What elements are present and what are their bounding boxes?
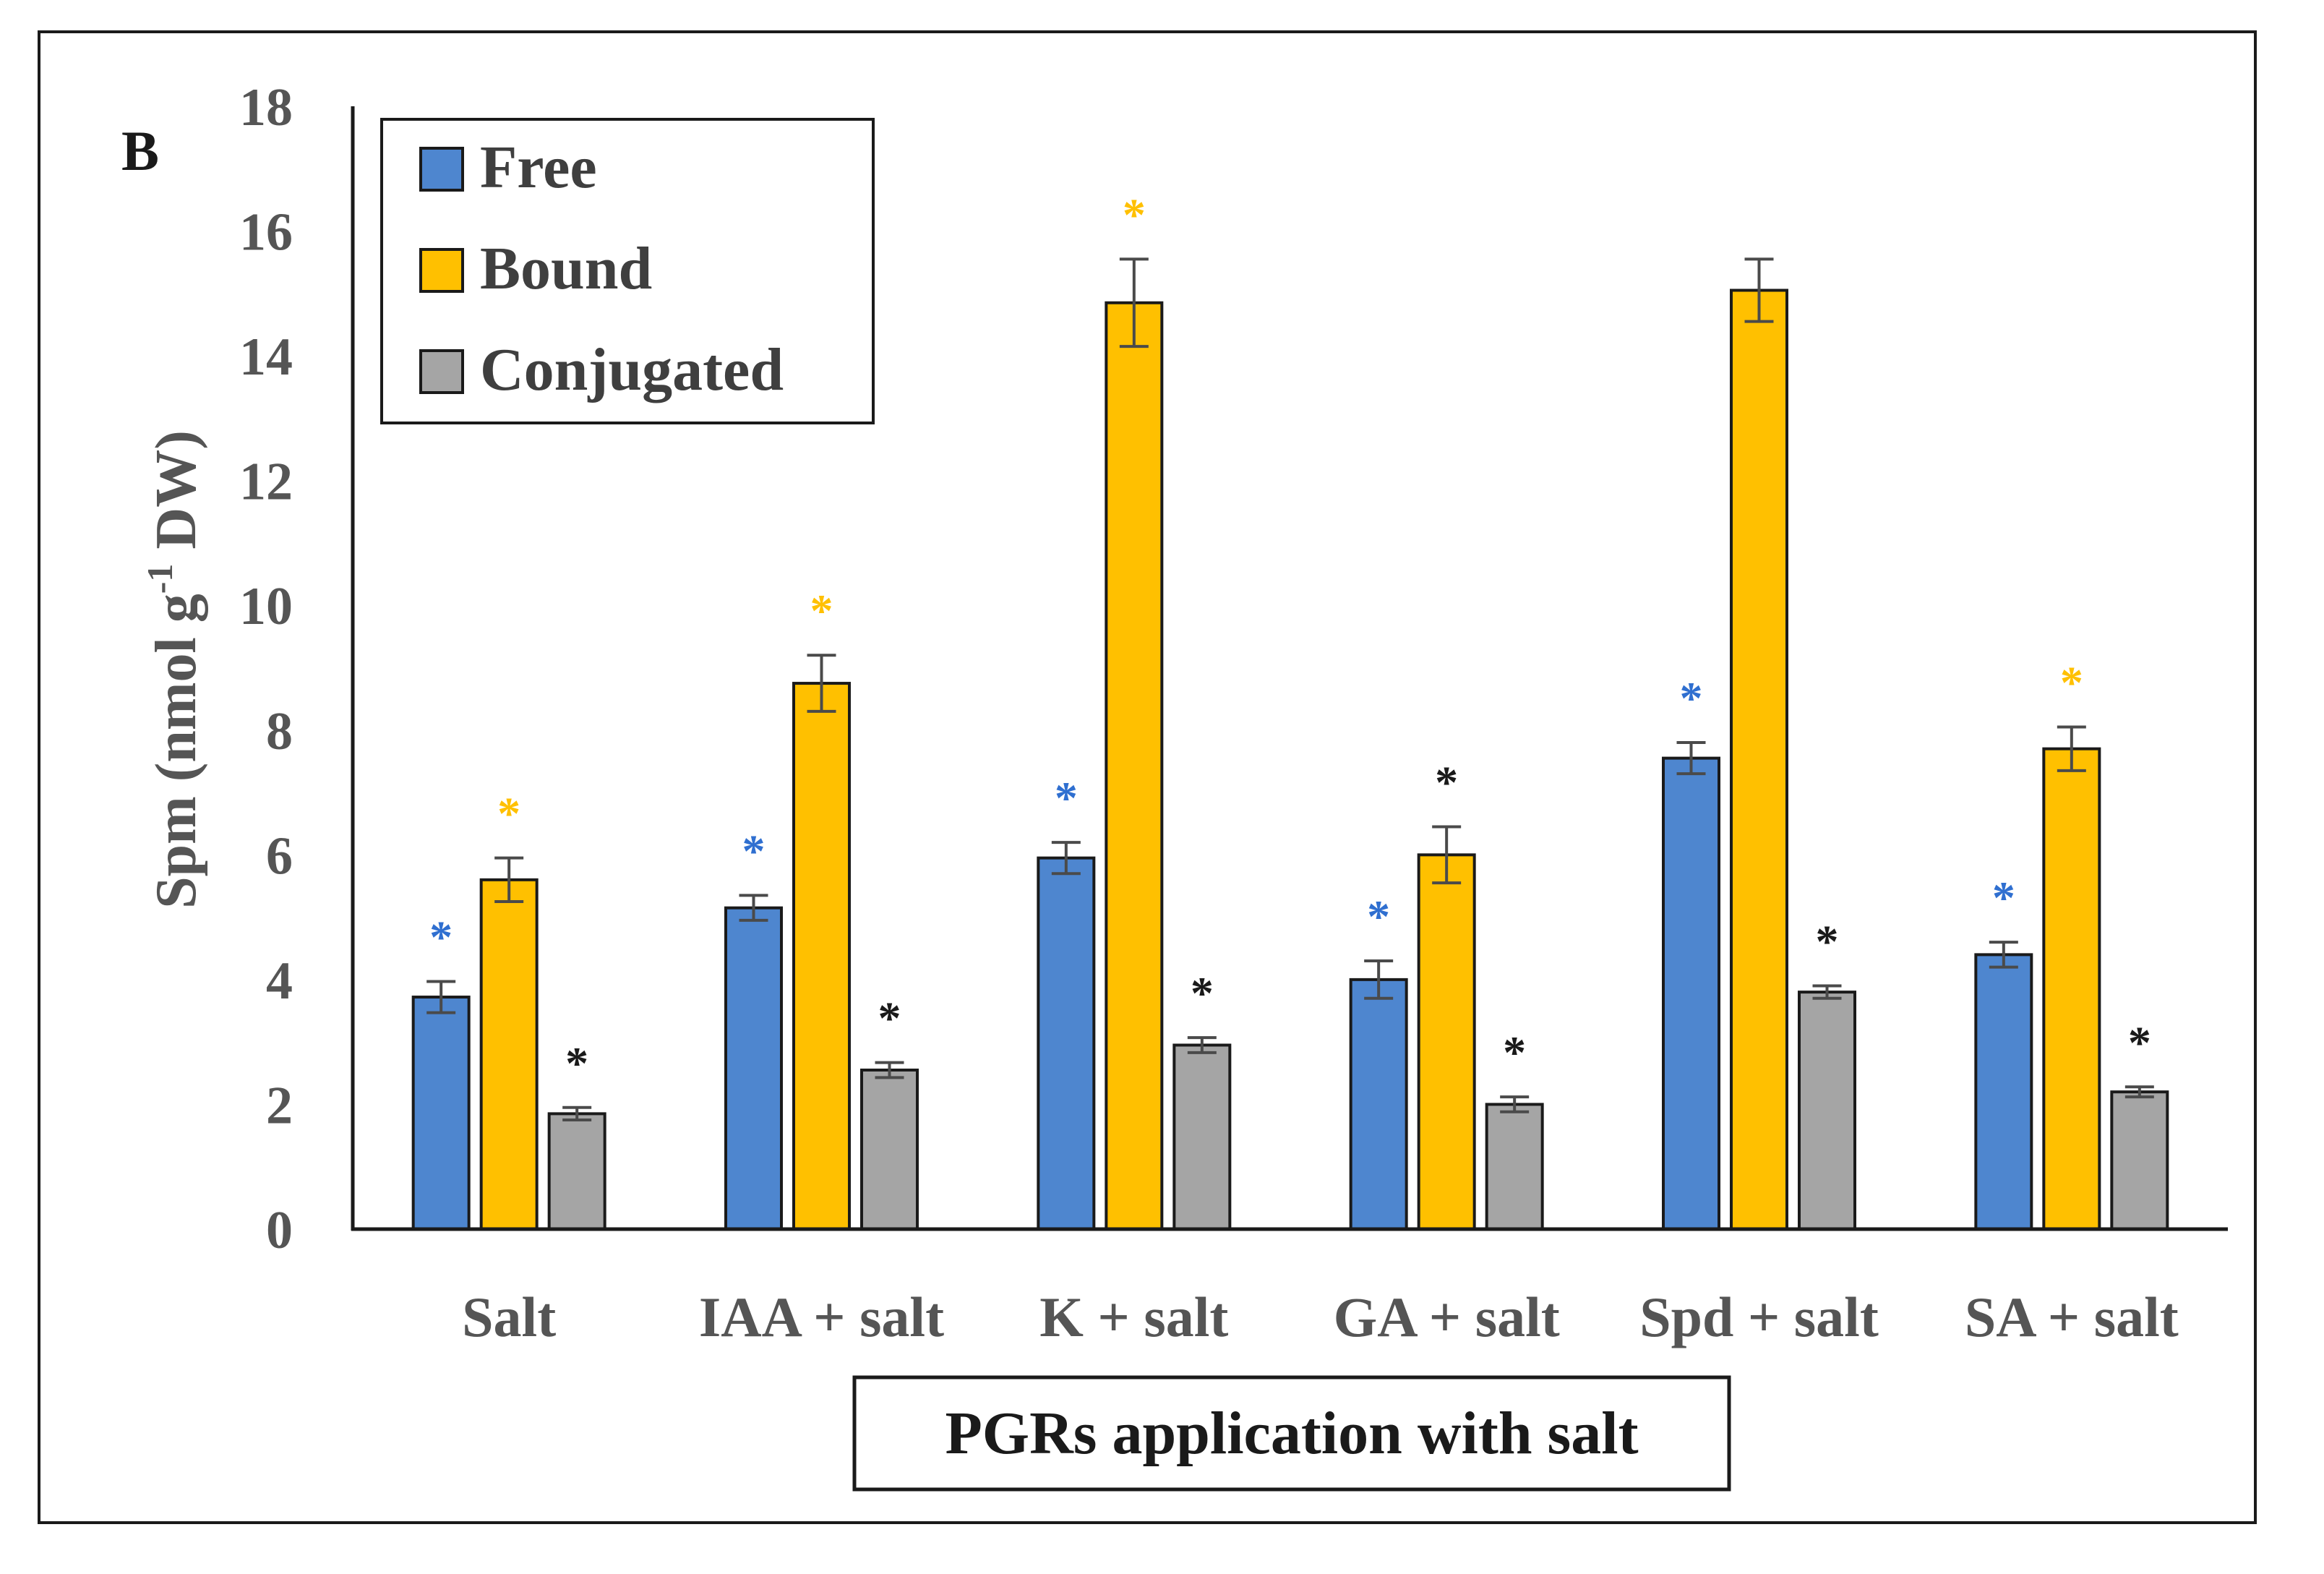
bar-free-0 xyxy=(411,996,471,1231)
legend-label-conjugated: Conjugated xyxy=(480,336,784,403)
bar-free-4 xyxy=(1662,756,1720,1231)
bars-layer xyxy=(411,257,2169,1231)
y-tick-label: 10 xyxy=(239,577,293,636)
bar-bound-4 xyxy=(1730,288,1788,1231)
significance-marker-free-1: * xyxy=(742,825,766,876)
legend-swatch-free xyxy=(419,147,464,192)
y-axis-title-superscript: -1 xyxy=(140,564,180,594)
y-tick-label: 16 xyxy=(239,203,293,262)
x-axis-title: PGRs application with salt xyxy=(945,1400,1638,1467)
x-tick-label: Salt xyxy=(462,1286,556,1348)
y-tick-label: 14 xyxy=(239,328,293,387)
significance-marker-bound-5: * xyxy=(2060,656,2083,708)
bar-conjugated-5 xyxy=(2110,1090,2169,1231)
legend-label-bound: Bound xyxy=(480,235,652,302)
significance-marker-conjugated-4: * xyxy=(1816,916,1839,967)
bar-conjugated-4 xyxy=(1798,991,1856,1231)
significance-marker-bound-0: * xyxy=(497,788,520,839)
y-tick-label: 18 xyxy=(239,78,293,137)
bar-free-5 xyxy=(1974,953,2033,1231)
bar-conjugated-1 xyxy=(860,1068,919,1231)
bar-conjugated-2 xyxy=(1172,1043,1232,1231)
bar-bound-0 xyxy=(479,878,539,1231)
legend-swatch-bound xyxy=(419,248,464,293)
legend-swatch-conjugated xyxy=(419,349,464,394)
bar-free-3 xyxy=(1349,978,1408,1231)
y-tick-label: 12 xyxy=(239,453,293,512)
bar-bound-5 xyxy=(2042,747,2101,1231)
x-tick-label: GA + salt xyxy=(1334,1286,1560,1348)
significance-marker-bound-2: * xyxy=(1123,189,1146,240)
y-tick-label: 0 xyxy=(266,1201,293,1260)
significance-marker-conjugated-0: * xyxy=(565,1038,588,1089)
y-tick-label: 6 xyxy=(266,826,293,886)
bar-free-1 xyxy=(724,906,783,1231)
significance-marker-bound-1: * xyxy=(810,585,833,636)
bar-bound-3 xyxy=(1417,853,1476,1231)
panel-label: B xyxy=(121,119,159,182)
x-axis-title-box xyxy=(852,1375,1731,1492)
significance-marker-bound-3: * xyxy=(1435,757,1458,808)
significance-marker-free-4: * xyxy=(1680,672,1703,724)
figure-frame xyxy=(38,30,2257,1524)
x-tick-label: Spd + salt xyxy=(1639,1286,1879,1348)
x-tick-label: SA + salt xyxy=(1965,1286,2179,1348)
significance-marker-free-2: * xyxy=(1055,772,1078,824)
y-axis-title-tail: DW) xyxy=(145,430,208,563)
y-tick-label: 8 xyxy=(266,702,293,761)
labels-layer: * * * Salt * * * IAA + salt * * * K + salt * * * GA + s… xyxy=(121,78,2179,1492)
bar-bound-2 xyxy=(1105,301,1164,1231)
y-axis-title: Spm (nmol g-1 DW) xyxy=(140,430,208,909)
significance-marker-conjugated-2: * xyxy=(1191,967,1214,1019)
x-tick-label: IAA + salt xyxy=(699,1286,944,1348)
significance-marker-conjugated-5: * xyxy=(2128,1017,2151,1068)
significance-marker-free-0: * xyxy=(429,911,453,962)
bar-conjugated-0 xyxy=(547,1112,606,1231)
x-tick-label: K + salt xyxy=(1039,1286,1228,1348)
axes-layer xyxy=(351,106,2228,1231)
y-tick-label: 2 xyxy=(266,1076,293,1135)
bar-free-2 xyxy=(1037,856,1096,1231)
y-axis-title-main: Spm (nmol g xyxy=(145,594,208,909)
significance-marker-free-5: * xyxy=(1992,872,2015,923)
significance-marker-conjugated-3: * xyxy=(1503,1027,1526,1078)
legend-label-free: Free xyxy=(480,134,597,201)
legend: Free Bound Conjugated xyxy=(380,118,875,424)
significance-marker-free-3: * xyxy=(1367,891,1390,942)
significance-marker-conjugated-1: * xyxy=(878,993,901,1044)
y-tick-label: 4 xyxy=(266,951,293,1011)
bar-conjugated-3 xyxy=(1485,1103,1544,1231)
bar-bound-1 xyxy=(792,682,851,1231)
